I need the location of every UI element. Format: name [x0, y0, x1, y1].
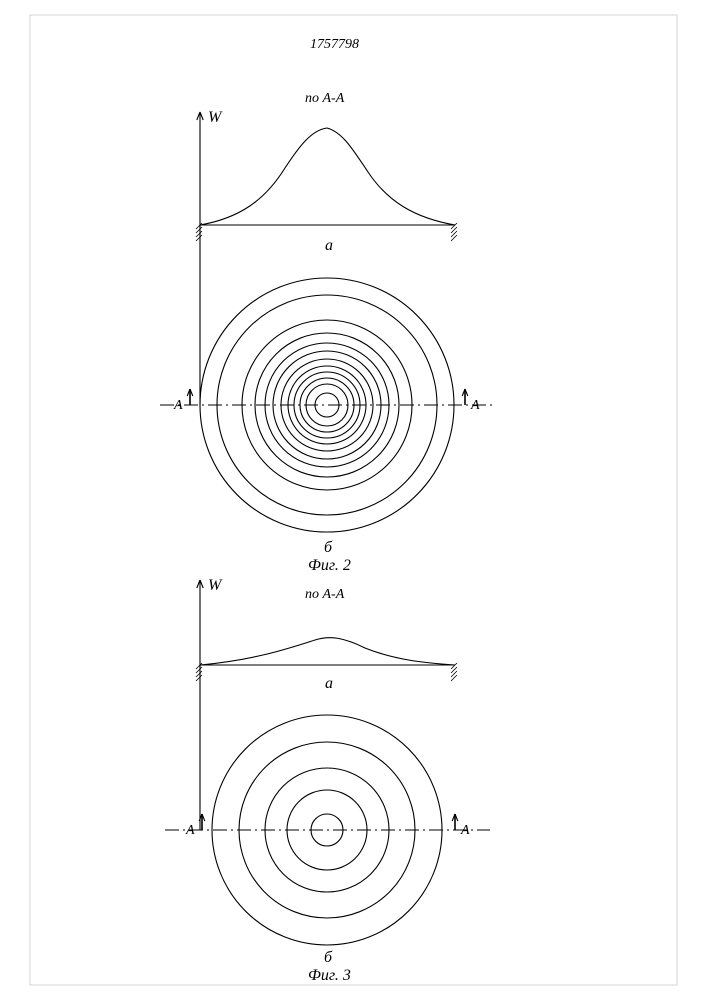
- fig3-curve: [200, 638, 455, 665]
- fig2-w-label: W: [208, 109, 223, 126]
- fig3-label-a: а: [325, 675, 333, 692]
- fig2-label-b: б: [324, 539, 333, 556]
- page-border: [30, 15, 677, 985]
- fig3-caption: Фиг. 3: [308, 967, 351, 984]
- doc-number: 1757798: [310, 37, 359, 52]
- section-mark-label: А: [460, 823, 470, 838]
- section-mark-label: А: [173, 398, 183, 413]
- fig3-label-b: б: [324, 949, 333, 966]
- section-mark-label: А: [185, 823, 195, 838]
- fig2-ring: [294, 372, 360, 438]
- fig2-caption: Фиг. 2: [308, 557, 351, 574]
- fig2-section-label: по А-А: [305, 91, 345, 106]
- fig2-curve: [200, 128, 455, 225]
- fig2-label-a: а: [325, 237, 333, 254]
- fig3-section-label: по А-А: [305, 587, 345, 602]
- fig3-w-label: W: [208, 577, 223, 594]
- section-mark-label: А: [470, 398, 480, 413]
